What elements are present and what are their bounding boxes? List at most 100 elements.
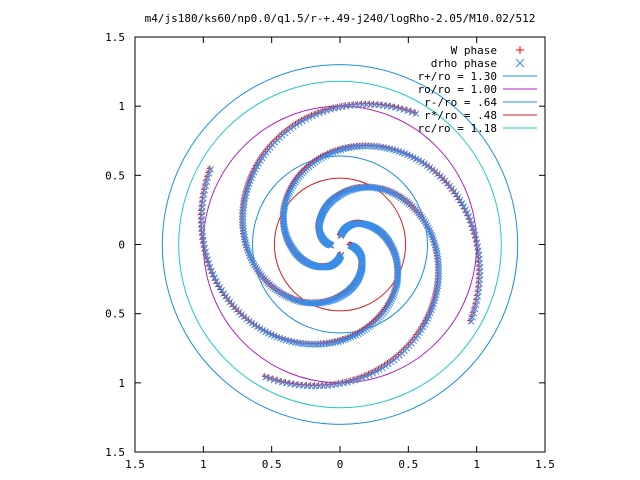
drho-phase-point: [274, 377, 282, 385]
drho-phase-point: [309, 341, 317, 348]
drho-phase-point: [472, 235, 480, 243]
drho-phase-point: [323, 107, 331, 114]
drho-phase-point: [212, 277, 220, 285]
drho-phase-point: [463, 209, 471, 217]
drho-phase-point: [320, 340, 328, 348]
drho-phase-point: [372, 368, 380, 375]
drho-phase-point: [206, 263, 214, 271]
drho-phase-point: [289, 182, 297, 190]
drho-phase-point: [470, 227, 478, 235]
drho-phase-point: [315, 341, 322, 348]
drho-phase-point: [278, 378, 286, 386]
drho-phase-point: [356, 143, 364, 150]
drho-phase-point: [404, 107, 412, 115]
drho-phase-point: [386, 188, 394, 196]
drho-phase-point: [465, 213, 472, 220]
drho-phase-point: [203, 252, 210, 260]
drho-phase-point: [392, 283, 400, 291]
drho-phase-point: [385, 301, 393, 308]
drho-phase-point: [288, 184, 296, 192]
drho-phase-point: [239, 210, 247, 218]
x-tick-label: 0.5: [398, 458, 418, 471]
drho-phase-point: [316, 109, 323, 117]
drho-phase-point: [469, 313, 476, 321]
drho-phase-point: [387, 297, 395, 305]
y-tick-label: 1: [118, 100, 125, 113]
drho-phase-point: [290, 123, 297, 131]
drho-phase-point: [434, 258, 442, 266]
drho-phase-point: [394, 192, 401, 199]
drho-phase-point: [204, 174, 212, 181]
drho-phase-point: [287, 186, 294, 194]
drho-phase-point: [470, 309, 478, 317]
drho-phase-point: [348, 143, 356, 151]
drho-phase-point: [359, 142, 367, 150]
legend-swatch: [515, 58, 525, 68]
x-tick-label: 1: [200, 458, 207, 471]
reference-circle: [273, 177, 407, 312]
drho-phase-point: [306, 340, 314, 348]
drho-phase-point: [471, 305, 479, 313]
legend-label: W phase: [451, 44, 497, 57]
drho-phase-point: [460, 203, 468, 210]
drho-phase-point: [262, 373, 270, 381]
drho-phase-point: [240, 230, 248, 238]
drho-phase-point: [201, 186, 209, 194]
drho-phase-point: [375, 366, 383, 374]
drho-phase-point: [433, 250, 441, 257]
drho-phase-point: [281, 200, 289, 208]
drho-phase-point: [435, 267, 443, 275]
drho-phase-point: [435, 273, 442, 281]
x-tick-label: 1.5: [535, 458, 555, 471]
drho-phase-point: [294, 297, 302, 305]
drho-phase-point: [201, 244, 209, 252]
drho-phase-point: [312, 341, 320, 348]
drho-phase-point: [369, 369, 377, 377]
drho-phase-point: [224, 295, 232, 303]
drho-phase-point: [288, 295, 296, 303]
drho-phase-point: [282, 379, 290, 387]
drho-phase-point: [270, 376, 278, 384]
drho-phase-point: [239, 213, 247, 221]
drho-phase-point: [239, 222, 247, 230]
drho-phase-point: [298, 298, 305, 306]
drho-phase-point: [283, 196, 290, 204]
y-tick-label: 1: [118, 377, 125, 390]
drho-phase-point: [388, 295, 396, 303]
drho-phase-point: [392, 191, 399, 198]
drho-phase-point: [435, 261, 442, 269]
drho-phase-point: [362, 372, 370, 380]
drho-phase-point: [384, 187, 392, 195]
drho-phase-point: [218, 287, 225, 294]
drho-phase-point: [390, 190, 398, 197]
reference-circle: [252, 155, 428, 334]
axes: 1.5 1 0.5 0 0.5 1 1.51.510.500.511.5: [105, 31, 555, 471]
drho-phase-point: [286, 188, 294, 196]
drho-phase-point: [472, 301, 480, 309]
drho-phase-point: [435, 270, 443, 278]
drho-phase-point: [326, 339, 334, 347]
series-drho-phase: [198, 101, 484, 390]
drho-phase-point: [462, 206, 469, 214]
drho-phase-point: [365, 142, 373, 150]
drho-phase-point: [331, 105, 338, 112]
chart-title: m4/js180/ks60/np0.0/q1.5/r-+.49-j240/log…: [145, 12, 536, 25]
drho-phase-point: [281, 202, 289, 210]
drho-phase-point: [286, 294, 294, 302]
drho-phase-point: [400, 106, 407, 113]
drho-phase-point: [386, 299, 394, 307]
x-tick-label: 0.5: [262, 458, 282, 471]
legend-label: r-/ro = .64: [424, 96, 497, 109]
drho-phase-point: [345, 144, 353, 152]
drho-phase-point: [390, 291, 398, 299]
drho-phase-point: [292, 121, 300, 129]
drho-phase-point: [454, 193, 462, 201]
drho-phase-point: [434, 252, 441, 260]
drho-phase-point: [471, 231, 479, 239]
drho-phase-point: [467, 318, 475, 325]
legend-label: r+/ro = 1.30: [418, 70, 497, 83]
x-tick-label: 0: [337, 458, 344, 471]
drho-phase-point: [391, 289, 398, 297]
